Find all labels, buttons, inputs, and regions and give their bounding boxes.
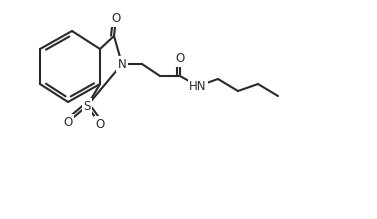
Text: O: O (111, 12, 121, 25)
Text: HN: HN (189, 79, 207, 92)
Text: O: O (175, 53, 185, 65)
Text: O: O (63, 115, 73, 129)
Text: N: N (118, 58, 126, 71)
Text: O: O (95, 118, 105, 131)
Text: S: S (83, 99, 91, 113)
